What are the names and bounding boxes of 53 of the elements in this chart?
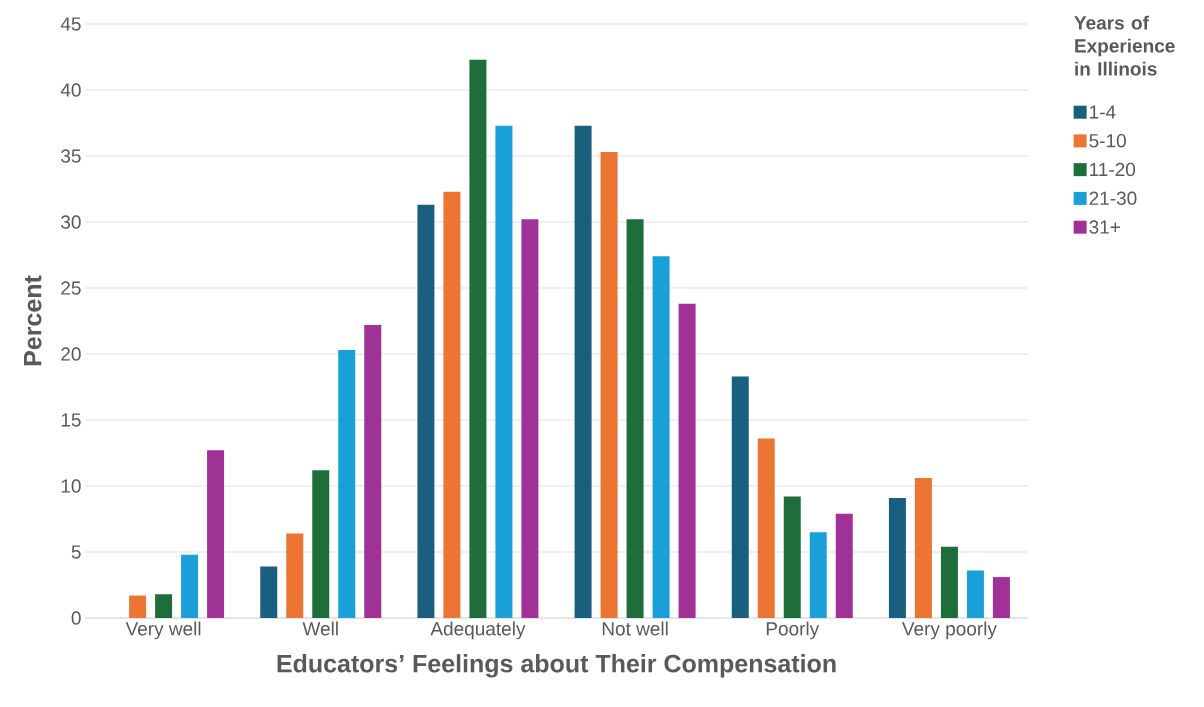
bar	[757, 438, 775, 618]
bar	[286, 533, 304, 618]
x-tick-label: Adequately	[430, 621, 526, 640]
y-tick-label: 5	[71, 545, 81, 559]
bar	[155, 594, 173, 618]
y-tick-label: 45	[60, 17, 81, 31]
bar	[469, 59, 487, 618]
legend-label: 31+	[1089, 220, 1120, 234]
y-tick-label: 35	[61, 149, 81, 163]
bar	[888, 497, 906, 618]
bar	[626, 219, 644, 618]
y-tick-label: 0	[71, 611, 81, 625]
legend-label: 5-10	[1089, 133, 1126, 148]
y-axis-title: Percent	[24, 275, 42, 366]
bar	[992, 577, 1010, 618]
y-tick-label: 10	[61, 479, 81, 493]
x-tick-label: Not well	[602, 621, 668, 636]
bar	[966, 570, 984, 618]
bar	[678, 303, 696, 618]
bar	[181, 554, 199, 618]
x-tick-label: Well	[302, 621, 338, 636]
bar	[940, 546, 958, 618]
bar	[600, 152, 618, 618]
y-tick-label: 40	[60, 83, 81, 97]
bar	[574, 125, 592, 618]
bar	[207, 450, 225, 618]
legend-label: 21-30	[1089, 191, 1137, 205]
x-tick-label: Poorly	[766, 621, 820, 640]
legend-title: Years of Experience in Illinois	[1074, 15, 1175, 76]
y-tick-label: 25	[61, 281, 81, 295]
y-tick-label: 15	[61, 413, 81, 427]
bar	[914, 478, 932, 618]
bar	[809, 532, 827, 618]
bar	[835, 513, 853, 618]
bar	[129, 595, 147, 618]
bar	[364, 324, 382, 618]
bar	[312, 470, 330, 618]
bar	[731, 376, 749, 618]
y-tick-label: 20	[61, 347, 81, 361]
legend-label: 1-4	[1090, 105, 1116, 119]
legend-label: 11-20	[1090, 162, 1136, 177]
bar	[495, 125, 513, 618]
bar	[443, 191, 461, 618]
y-tick-label: 30	[61, 215, 81, 229]
bar	[260, 566, 278, 618]
x-axis-title: Educators’ Feelings about Their Compensation	[277, 654, 836, 678]
bar	[338, 350, 356, 618]
bar	[652, 256, 670, 618]
x-tick-label: Very poorly	[901, 621, 997, 640]
x-tick-label: Very well	[125, 621, 201, 640]
bar	[783, 496, 801, 618]
bar	[521, 219, 539, 618]
bar	[417, 204, 435, 618]
